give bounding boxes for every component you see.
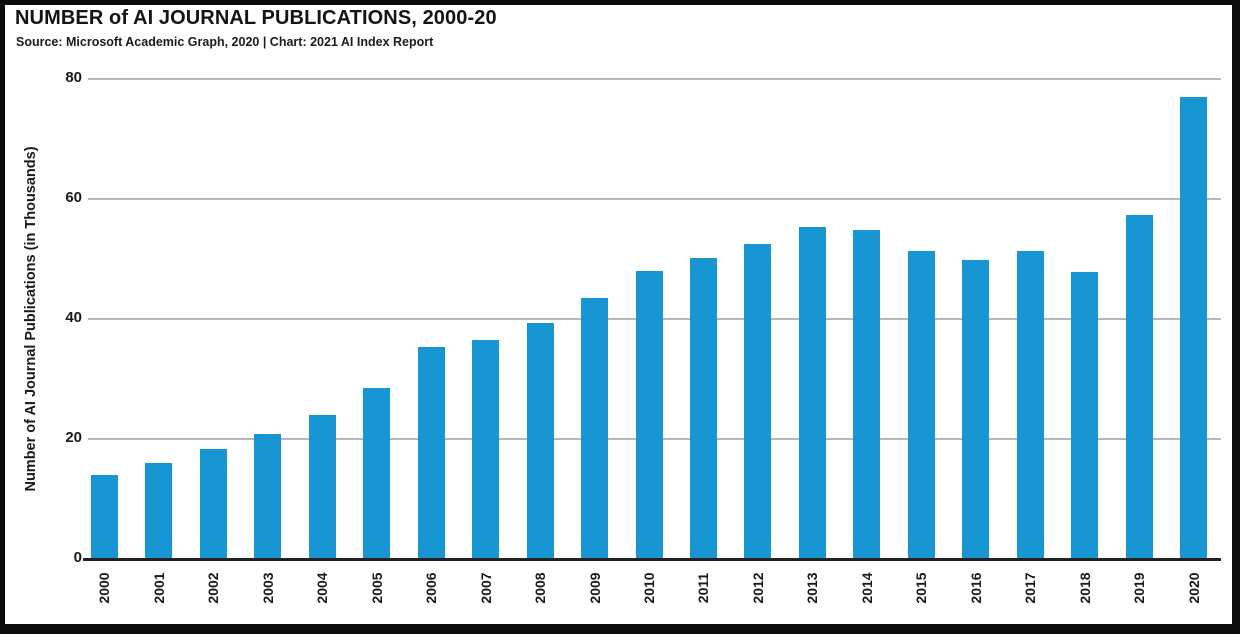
- chart-source-caption: Source: Microsoft Academic Graph, 2020 |…: [16, 35, 434, 49]
- x-label-2015: 2015: [913, 572, 930, 604]
- bar-2005: [363, 387, 391, 558]
- x-label-2000: 2000: [96, 572, 113, 604]
- x-label-2009: 2009: [586, 572, 603, 604]
- bar-2010: [635, 271, 663, 558]
- y-tick-label-40: 40: [65, 309, 82, 326]
- x-label-2018: 2018: [1076, 572, 1093, 604]
- x-label-2016: 2016: [967, 572, 984, 604]
- bar-2007: [472, 340, 500, 558]
- bar-2012: [744, 244, 772, 558]
- y-tick-label-0: 0: [73, 549, 82, 566]
- x-label-2006: 2006: [423, 572, 440, 604]
- x-label-2010: 2010: [641, 572, 657, 604]
- y-tick-label-80: 80: [65, 69, 82, 86]
- x-label-2003: 2003: [259, 572, 276, 604]
- bar-2014: [853, 230, 881, 558]
- x-label-2008: 2008: [532, 572, 549, 604]
- bar-2003: [254, 434, 282, 558]
- bar-2016: [962, 260, 990, 558]
- gridline-80: [88, 78, 1221, 80]
- bar-2020: [1180, 97, 1208, 558]
- x-label-2019: 2019: [1131, 572, 1148, 604]
- bar-2000: [90, 474, 118, 558]
- x-label-2011: 2011: [695, 572, 712, 604]
- bar-2004: [308, 414, 336, 558]
- x-label-2013: 2013: [804, 572, 821, 604]
- x-label-2005: 2005: [368, 572, 385, 604]
- bar-2006: [417, 347, 445, 558]
- bar-2002: [199, 449, 227, 558]
- bar-2001: [145, 462, 173, 558]
- bar-2019: [1125, 214, 1153, 558]
- x-label-2002: 2002: [205, 572, 222, 604]
- x-label-2004: 2004: [314, 572, 331, 604]
- bar-2013: [798, 226, 826, 558]
- bar-2011: [689, 258, 717, 558]
- bar-2008: [526, 322, 554, 558]
- bar-2017: [1016, 251, 1044, 558]
- y-tick-label-20: 20: [65, 429, 82, 446]
- x-axis-line: [83, 558, 1221, 561]
- gridline-60: [88, 198, 1221, 200]
- x-label-2014: 2014: [858, 572, 875, 604]
- bar-2009: [581, 298, 609, 558]
- x-label-2007: 2007: [477, 572, 494, 604]
- x-label-2020: 2020: [1185, 572, 1202, 604]
- y-tick-label-60: 60: [65, 189, 82, 206]
- x-label-2012: 2012: [749, 572, 766, 604]
- bar-2015: [907, 251, 935, 558]
- chart-title: NUMBER of AI JOURNAL PUBLICATIONS, 2000-…: [15, 7, 497, 29]
- plot-area: 2000 2001 2002 2003 2004 2005 2006 2007 2008 2009…: [77, 78, 1221, 604]
- x-label-2017: 2017: [1022, 572, 1039, 604]
- bar-2018: [1071, 271, 1099, 558]
- x-label-2001: 2001: [150, 572, 167, 604]
